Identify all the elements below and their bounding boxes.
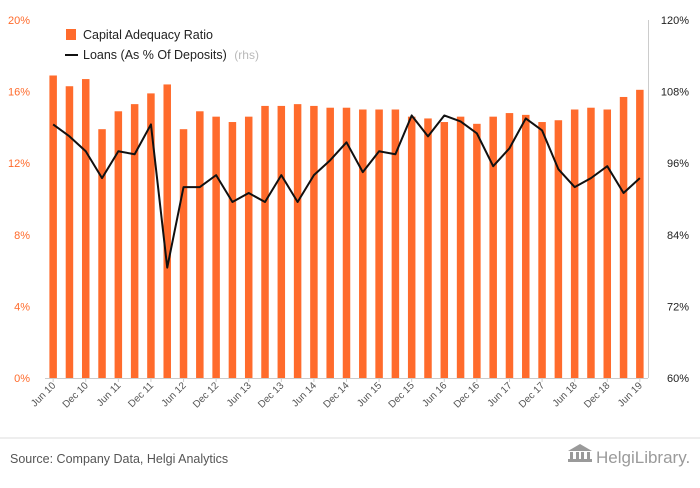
bar-mar-14	[293, 104, 302, 378]
left-tick-label: 12%	[8, 158, 30, 170]
bar-sep-12	[196, 111, 204, 378]
bar-jun-15	[375, 109, 383, 378]
right-tick-label: 60%	[667, 373, 689, 385]
helgi-logo: HelgiLibrary.	[568, 444, 690, 467]
x-tick-label: Dec 13	[256, 380, 286, 410]
bar-jun-14	[310, 105, 318, 379]
bar-sep-16	[456, 116, 465, 378]
left-tick-label: 16%	[8, 87, 30, 99]
bar-dec-17	[538, 122, 546, 378]
bar-jun-19	[636, 89, 644, 378]
left-tick-label: 8%	[14, 230, 30, 242]
x-axis-ticks: Jun 10 Dec 10 Jun 11 Dec 11 Jun 12 Dec 12 Jun …	[29, 378, 645, 411]
legend-label-line-note: (rhs)	[234, 48, 259, 62]
right-tick-label: 84%	[667, 230, 689, 242]
logo-text: HelgiLibrary.	[596, 448, 690, 467]
x-tick-label: Jun 10	[29, 380, 58, 409]
bar-jun-11	[114, 111, 123, 378]
bar-sep-15	[391, 109, 400, 378]
x-tick-label: Dec 14	[321, 380, 351, 410]
bar-mar-16	[424, 118, 432, 378]
x-tick-label: Dec 16	[452, 380, 482, 410]
bar-dec-15	[407, 116, 416, 378]
x-tick-label: Dec 12	[191, 380, 221, 410]
x-tick-label: Dec 10	[61, 380, 91, 410]
x-tick-label: Jun 17	[486, 380, 515, 409]
line-loans-to-deposits	[52, 114, 641, 269]
left-tick-label: 0%	[14, 373, 30, 385]
x-tick-label: Dec 17	[517, 380, 547, 410]
svg-text:Loans (As % Of Deposits): Loans (As % Of Deposits) (rhs)	[83, 48, 259, 62]
bar-mar-13	[228, 122, 237, 378]
legend-label-line: Loans (As % Of Deposits)	[83, 48, 227, 62]
right-tick-label: 96%	[667, 158, 689, 170]
x-tick-label: Dec 18	[582, 380, 612, 410]
legend-label-bar: Capital Adequacy Ratio	[83, 28, 213, 42]
bar-jun-16	[440, 122, 449, 378]
legend-swatch-bar	[66, 29, 76, 40]
bar-jun-10	[49, 75, 57, 379]
bar-dec-12	[212, 116, 220, 378]
building-icon	[568, 444, 592, 462]
bars-layer	[49, 75, 644, 379]
bar-dec-18	[603, 109, 612, 378]
right-tick-label: 72%	[667, 301, 689, 313]
bar-jun-17	[505, 113, 514, 378]
bar-sep-17	[522, 114, 530, 379]
bar-mar-11	[98, 129, 106, 378]
x-tick-label: Dec 15	[387, 380, 417, 410]
bar-mar-15	[359, 109, 367, 378]
bar-mar-18	[554, 120, 563, 379]
bar-jun-12	[179, 129, 188, 378]
x-tick-label: Jun 11	[95, 380, 124, 409]
left-axis-ticks: 0% 4% 8% 12% 16% 20%	[8, 15, 30, 385]
x-tick-label: Jun 19	[616, 380, 645, 409]
right-tick-label: 120%	[661, 15, 689, 27]
source-note: Source: Company Data, Helgi Analytics	[10, 452, 228, 466]
bar-mar-12	[163, 84, 171, 378]
legend: Capital Adequacy Ratio Loans (As % Of De…	[65, 28, 259, 62]
right-axis-ticks: 60% 72% 84% 96% 108% 120%	[661, 15, 689, 385]
bar-jun-13	[244, 116, 253, 378]
x-tick-label: Jun 13	[225, 380, 254, 409]
bar-sep-18	[587, 107, 595, 379]
x-tick-label: Jun 16	[420, 380, 449, 409]
bar-sep-13	[261, 105, 269, 379]
line-layer	[52, 114, 641, 269]
bar-dec-11	[147, 93, 155, 378]
bar-sep-10	[65, 86, 74, 378]
bar-sep-14	[326, 107, 334, 379]
x-tick-label: Dec 11	[126, 380, 156, 410]
x-tick-label: Jun 18	[551, 380, 580, 409]
bar-dec-16	[473, 123, 481, 378]
x-tick-label: Jun 12	[160, 380, 189, 409]
right-tick-label: 108%	[661, 87, 689, 99]
bar-mar-17	[489, 116, 497, 378]
left-tick-label: 20%	[8, 15, 30, 27]
bar-mar-19	[619, 96, 628, 378]
bar-dec-13	[277, 105, 286, 379]
bar-dec-14	[342, 107, 351, 379]
bar-jun-18	[570, 109, 579, 378]
left-tick-label: 4%	[14, 301, 30, 313]
x-tick-label: Jun 15	[355, 380, 384, 409]
bar-dec-10	[81, 79, 90, 378]
bar-sep-11	[130, 104, 139, 378]
x-tick-label: Jun 14	[290, 380, 319, 409]
